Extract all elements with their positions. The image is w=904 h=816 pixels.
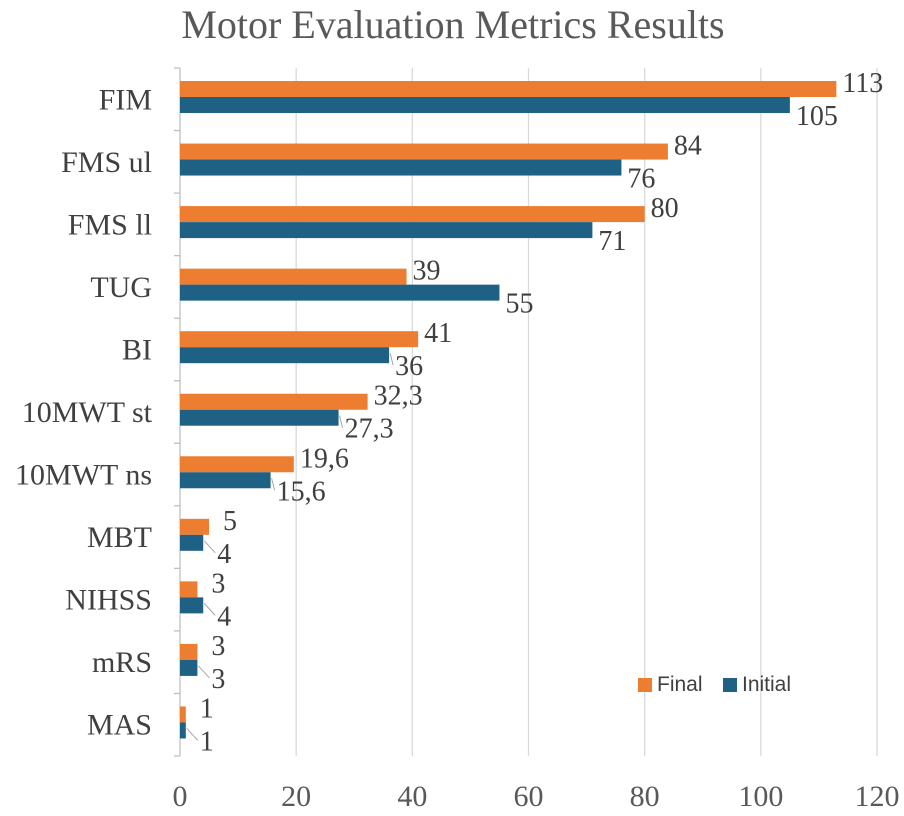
bar-initial [180,409,339,426]
bar-initial [180,659,198,676]
data-label-initial: 76 [627,164,655,195]
category-label: MBT [87,521,152,554]
bar-initial [180,284,500,301]
bar-final [180,143,668,160]
bar-final [180,581,198,598]
category-label: FMS ul [61,146,152,179]
bar-initial [180,159,622,176]
data-label-initial: 1 [200,726,214,757]
data-label-initial: 71 [598,226,626,257]
x-tick-label: 60 [514,780,544,813]
x-axis-tick-labels: 0 20 40 60 80 100 120 [173,780,900,813]
legend: Final Initial [638,673,791,696]
bar-initial [180,97,790,113]
x-tick-label: 80 [630,780,660,813]
category-labels: FIM FMS ul FMS ll TUG BI 10MWT st 10MWT ns MBT N… [15,83,153,741]
x-tick-label: 20 [281,780,311,813]
legend-swatch-final [638,678,652,692]
bar-final [180,643,198,660]
data-label-initial: 4 [217,601,231,632]
category-label: 10MWT st [22,396,153,429]
category-label: MAS [87,709,152,742]
gridlines [174,67,878,757]
bar-final [180,706,186,723]
data-label-initial: 3 [211,664,225,695]
data-label-final: 84 [674,131,702,162]
data-label-final: 19,6 [300,443,349,474]
bar-final [180,81,837,97]
leader-line [203,603,216,616]
x-tick-label: 100 [738,780,783,813]
bar-initial [180,597,204,614]
bars [180,81,837,739]
bar-final [180,206,645,223]
data-label-initial: 27,3 [345,414,394,445]
leader-line [389,353,394,366]
bar-initial [180,534,204,551]
legend-label-final: Final [657,673,703,696]
data-label-final: 3 [211,631,225,662]
data-label-initial: 36 [395,351,423,382]
data-label-final: 39 [413,256,441,287]
bar-final [180,518,210,535]
leader-line [186,728,199,741]
bar-final [180,268,407,285]
data-label-initial: 15,6 [277,476,326,507]
bar-initial [180,347,390,364]
leader-line [339,415,344,428]
category-label: TUG [90,271,152,304]
category-label: mRS [92,646,152,679]
data-label-initial: 4 [217,539,231,570]
data-label-initial: 105 [796,101,838,132]
bar-final [180,331,419,348]
data-label-final: 1 [200,693,214,724]
x-tick-label: 40 [397,780,427,813]
category-label: FMS ll [68,208,152,241]
bar-initial [180,222,593,239]
legend-label-initial: Initial [742,673,791,696]
data-label-initial: 55 [505,289,533,320]
data-label-final: 41 [424,318,452,349]
category-label: NIHSS [65,584,152,617]
bar-final [180,456,294,473]
category-label: BI [122,333,152,366]
leader-line [203,540,216,554]
bar-initial [180,722,186,739]
category-label: 10MWT ns [15,459,152,492]
data-labels: 113105847680713955413632,327,319,615,654… [186,68,883,757]
x-tick-label: 120 [855,780,900,813]
bar-final [180,393,368,410]
data-label-final: 3 [211,568,225,599]
x-tick-label: 0 [173,780,188,813]
chart-title: Motor Evaluation Metrics Results [181,2,724,47]
data-label-final: 5 [223,506,237,537]
legend-swatch-initial [723,678,737,692]
data-label-final: 32,3 [374,381,423,412]
data-label-final: 113 [842,68,883,99]
leader-line [198,665,210,679]
leader-line [271,478,276,491]
category-label: FIM [99,83,152,116]
bar-initial [180,472,271,489]
data-label-final: 80 [651,193,679,224]
